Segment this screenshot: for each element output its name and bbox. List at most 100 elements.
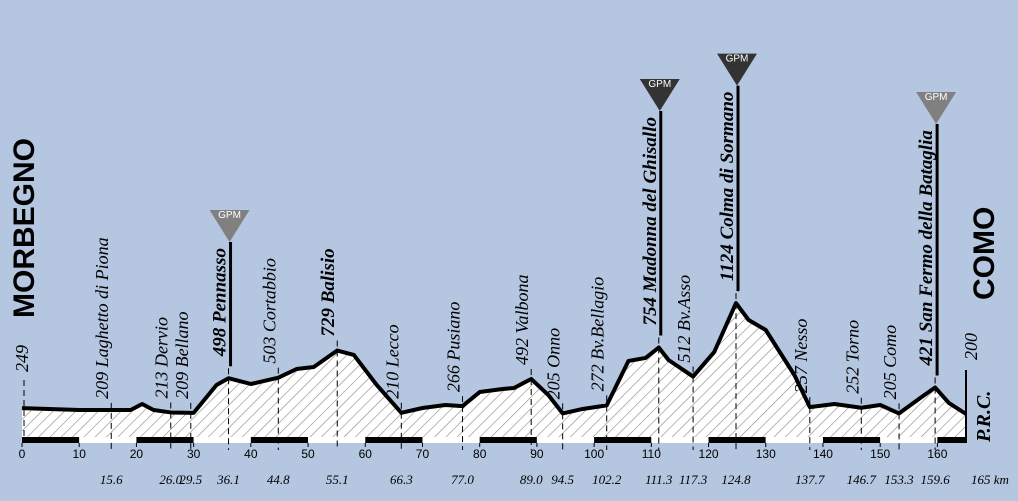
waypoint-label: 498 Pennasso bbox=[210, 248, 231, 357]
waypoint-label: 210 Lecco bbox=[382, 324, 402, 398]
waypoint-name: Colma di Sormano bbox=[717, 92, 738, 240]
x-tick-label: 110 bbox=[642, 447, 661, 461]
x-tick-label: 50 bbox=[301, 447, 315, 461]
waypoint-altitude: 492 bbox=[512, 338, 532, 365]
waypoint-name: Bellano bbox=[172, 311, 192, 367]
waypoint-name: Laghetto di Piona bbox=[92, 237, 112, 368]
gpm-label: GPM bbox=[648, 79, 671, 90]
finish-name: COMO bbox=[968, 207, 1001, 300]
x-tick-label: 160 bbox=[927, 447, 947, 461]
km-label: 146.7 bbox=[847, 472, 877, 487]
waypoint-label: 205 Onno bbox=[544, 328, 564, 400]
waypoint-name: Como bbox=[880, 325, 900, 368]
gpm-triangle bbox=[916, 92, 957, 125]
km-label: 26.0 bbox=[159, 472, 182, 487]
waypoint-label: 213 Dervio bbox=[152, 317, 172, 398]
waypoint-name: Lecco bbox=[382, 324, 402, 368]
x-tick-label: 120 bbox=[699, 447, 719, 461]
gpm-label: GPM bbox=[218, 210, 241, 221]
waypoint-altitude: 266 bbox=[444, 365, 464, 392]
x-tick-label: 40 bbox=[244, 447, 258, 461]
km-label: 159.6 bbox=[920, 472, 950, 487]
axis-band bbox=[708, 437, 766, 443]
axis-band bbox=[308, 437, 366, 443]
waypoint-name: Pusiano bbox=[444, 302, 464, 362]
x-tick-label: 140 bbox=[813, 447, 833, 461]
x-tick-label: 30 bbox=[187, 447, 201, 461]
axis-band bbox=[250, 437, 309, 443]
waypoint-name: Balisio bbox=[318, 248, 339, 304]
waypoint-name: Nesso bbox=[791, 319, 811, 363]
waypoint-name: San Fermo della Bataglia bbox=[916, 130, 937, 333]
waypoint-label: 266 Pusiano bbox=[444, 302, 464, 393]
waypoint-label: 209 Bellano bbox=[172, 311, 192, 399]
axis-band bbox=[536, 437, 595, 443]
km-label: 94.5 bbox=[551, 472, 574, 487]
axis-band bbox=[822, 437, 881, 443]
waypoint-altitude: 252 bbox=[842, 367, 862, 394]
waypoint-label: 272 Bv.Bellagio bbox=[588, 277, 608, 392]
axis-band bbox=[22, 437, 80, 443]
waypoint-altitude: 205 bbox=[880, 372, 900, 399]
km-label: 153.3 bbox=[884, 472, 914, 487]
axis-band bbox=[422, 437, 480, 443]
km-label: 36.1 bbox=[216, 472, 240, 487]
x-tick-label: 90 bbox=[530, 447, 544, 461]
waypoint-altitude: 210 bbox=[382, 372, 402, 399]
waypoint-label: 492 Valbona bbox=[512, 274, 532, 365]
waypoint-altitude: 421 bbox=[916, 337, 937, 367]
gpm-triangle bbox=[717, 53, 758, 86]
gpm-label: GPM bbox=[925, 92, 948, 103]
axis-band bbox=[79, 437, 137, 443]
km-label: 29.5 bbox=[179, 472, 202, 487]
km-label: 117.3 bbox=[679, 472, 708, 487]
axis-band bbox=[365, 437, 423, 443]
gpm-triangle bbox=[639, 79, 680, 112]
km-label: 89.0 bbox=[520, 472, 543, 487]
waypoint-name: Pennasso bbox=[210, 248, 231, 324]
x-tick-label: 130 bbox=[756, 447, 776, 461]
waypoint-altitude: 503 bbox=[259, 337, 279, 364]
waypoint-altitude: 754 bbox=[640, 297, 661, 326]
waypoint-label: 503 Cortabbio bbox=[259, 258, 279, 364]
waypoint-name: Madonna del Ghisallo bbox=[640, 117, 661, 293]
waypoint-name: Bv.Asso bbox=[674, 275, 694, 331]
gpm-triangle bbox=[209, 210, 250, 243]
waypoint-altitude: 1124 bbox=[717, 244, 738, 281]
finish-km: 165 km bbox=[971, 472, 1009, 487]
axis-band bbox=[594, 437, 652, 443]
profile-line bbox=[21, 301, 968, 416]
waypoint-label: 1124 Colma di Sormano bbox=[717, 92, 738, 282]
km-label: 124.8 bbox=[721, 472, 751, 487]
waypoint-label: 257 Nesso bbox=[791, 319, 811, 394]
km-label: 77.0 bbox=[451, 472, 474, 487]
waypoint-altitude: 512 bbox=[674, 336, 694, 363]
waypoint-altitude: 272 bbox=[588, 364, 608, 391]
waypoint-name: Valbona bbox=[512, 274, 532, 333]
km-label: 44.8 bbox=[267, 472, 290, 487]
x-tick-label: 10 bbox=[73, 447, 87, 461]
waypoint-name: Onno bbox=[544, 328, 564, 368]
waypoint-label: 512 Bv.Asso bbox=[674, 275, 694, 363]
waypoint-label: 252 Torno bbox=[842, 320, 862, 394]
start-alt: 249 bbox=[12, 345, 32, 372]
km-label: 66.3 bbox=[390, 472, 413, 487]
axis-band bbox=[479, 437, 537, 443]
axis-band bbox=[880, 437, 938, 443]
km-label: 111.3 bbox=[645, 472, 673, 487]
start-name: MORBEGNO bbox=[8, 138, 41, 318]
gpm-label: GPM bbox=[726, 54, 749, 65]
axis-band bbox=[136, 437, 194, 443]
waypoint-altitude: 209 bbox=[92, 372, 112, 399]
waypoint-name: Bv.Bellagio bbox=[588, 277, 608, 360]
waypoint-altitude: 257 bbox=[791, 365, 811, 393]
profile-area bbox=[22, 303, 966, 438]
km-label: 15.6 bbox=[100, 472, 123, 487]
x-tick-label: 100 bbox=[584, 447, 604, 461]
x-tick-label: 20 bbox=[130, 447, 144, 461]
waypoint-label: 421 San Fermo della Bataglia bbox=[916, 130, 937, 367]
waypoint-label: 205 Como bbox=[880, 325, 900, 400]
x-tick-label: 150 bbox=[870, 447, 890, 461]
